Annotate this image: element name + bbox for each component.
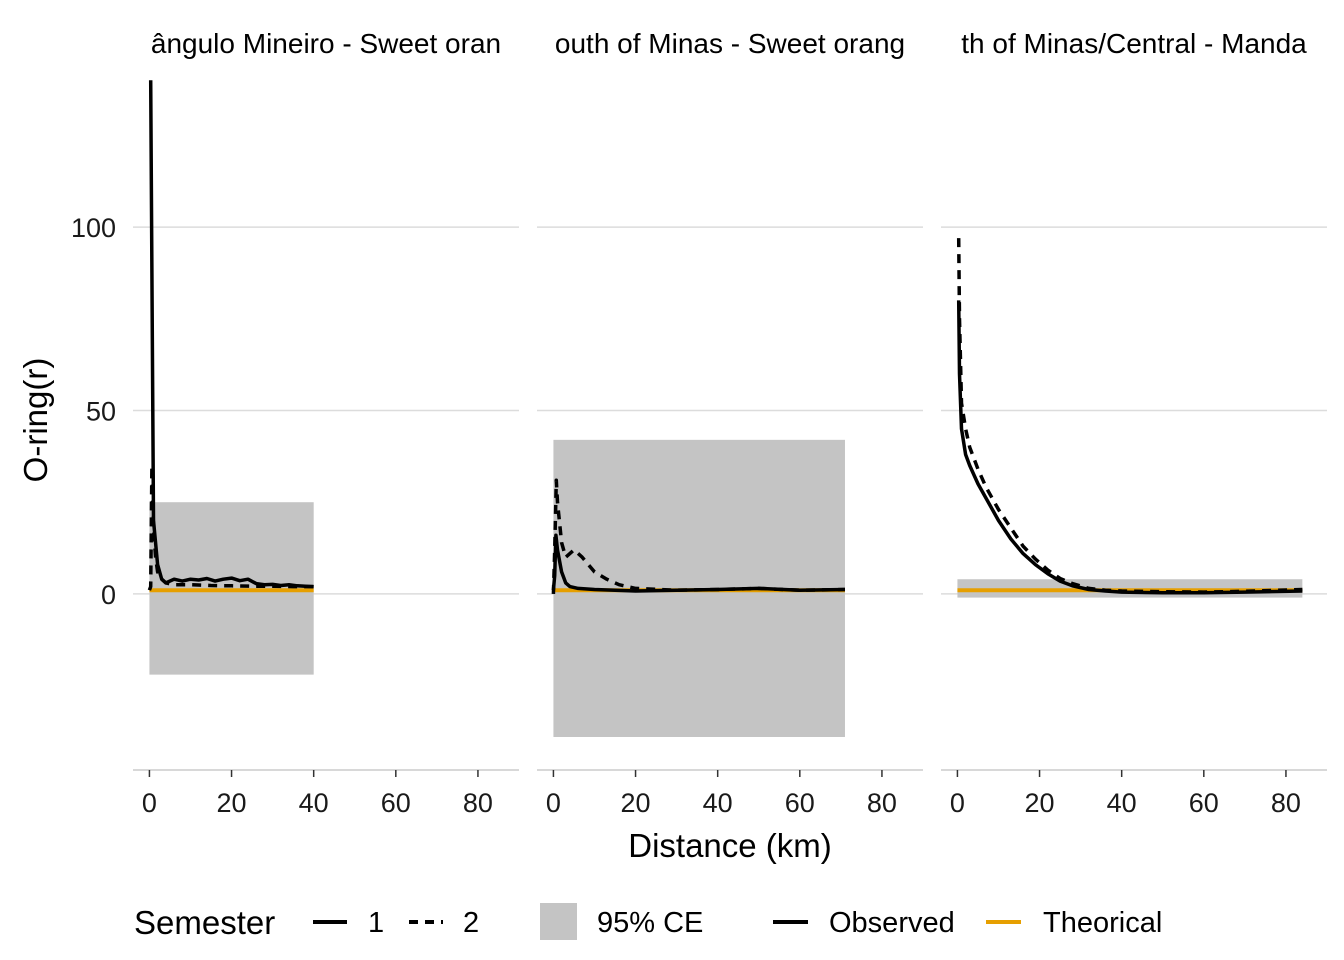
x-tick-label: 20 [621, 788, 651, 818]
x-tick-label: 80 [867, 788, 897, 818]
observed-line-semester-2 [956, 238, 1303, 594]
observed-line-semester-1 [956, 300, 1303, 595]
x-tick-label: 0 [546, 788, 561, 818]
x-tick-label: 40 [1107, 788, 1137, 818]
facet-strip-title: th of Minas/Central - Manda [961, 28, 1307, 59]
x-tick-label: 40 [299, 788, 329, 818]
legend-label-envelope: 95% CE [597, 907, 703, 939]
y-tick-label: 50 [86, 396, 116, 426]
observed-line-semester-1 [148, 80, 314, 589]
x-tick-label: 60 [381, 788, 411, 818]
x-tick-label: 80 [1271, 788, 1301, 818]
y-tick-label: 100 [71, 213, 116, 243]
facet-panel-2: outh of Minas - Sweet orang 0 20 40 60 80 [537, 28, 923, 818]
legend-label-observed: Observed [829, 907, 955, 939]
facet-strip-title: outh of Minas - Sweet orang [555, 28, 905, 59]
facet-panel-3: th of Minas/Central - Manda 0 20 40 60 80 [941, 28, 1327, 818]
observed-line-semester-2 [551, 478, 846, 594]
y-axis-title: O-ring(r) [17, 358, 54, 483]
facet-strip-title: ângulo Mineiro - Sweet oran [151, 28, 501, 59]
y-tick-label: 0 [101, 580, 116, 610]
x-tick-label: 20 [217, 788, 247, 818]
legend-label-semester-2: 2 [463, 907, 479, 939]
legend: Semester 1 2 95% CE Observed Theorical [134, 903, 1162, 941]
facet-panel-1: ângulo Mineiro - Sweet oran 0 20 40 60 80 [133, 28, 519, 818]
x-tick-label: 80 [463, 788, 493, 818]
legend-key-envelope [540, 903, 577, 940]
x-tick-label: 20 [1025, 788, 1055, 818]
x-tick-label: 40 [703, 788, 733, 818]
x-tick-label: 0 [950, 788, 965, 818]
x-tick-label: 60 [785, 788, 815, 818]
x-tick-label: 60 [1189, 788, 1219, 818]
observed-line-semester-2 [147, 463, 314, 591]
observed-line-semester-1 [551, 533, 846, 593]
legend-label-theoretical: Theorical [1043, 907, 1162, 939]
x-tick-label: 0 [142, 788, 157, 818]
legend-semester-title: Semester [134, 904, 275, 941]
x-axis-title: Distance (km) [628, 827, 832, 864]
legend-label-semester-1: 1 [368, 907, 384, 939]
